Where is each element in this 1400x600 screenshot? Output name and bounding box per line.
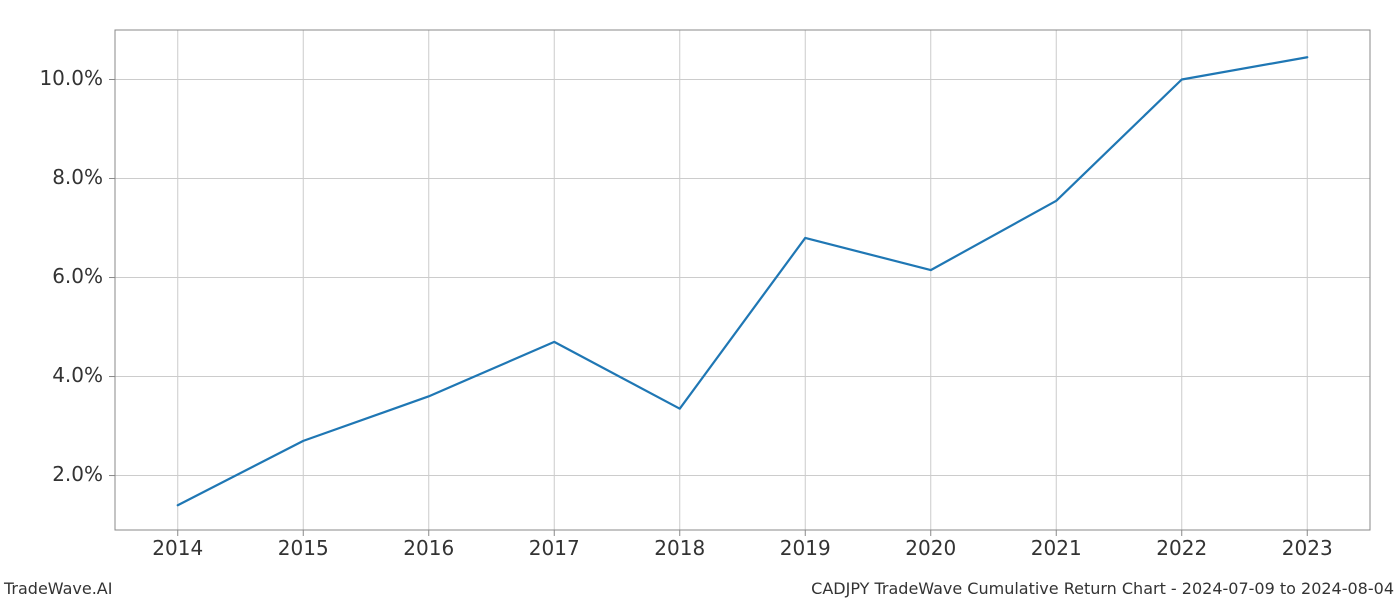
x-tick-label: 2020: [905, 536, 956, 560]
x-tick-label: 2014: [152, 536, 203, 560]
x-tick-label: 2023: [1282, 536, 1333, 560]
x-tick-label: 2021: [1031, 536, 1082, 560]
line-chart: 2014 2015 2016 2017 2018 2019 2020 2021 2022 2023…: [0, 0, 1400, 600]
x-tick-label: 2018: [654, 536, 705, 560]
footer-right-label: CADJPY TradeWave Cumulative Return Chart…: [811, 579, 1394, 598]
x-tick-label: 2015: [278, 536, 329, 560]
x-tick-label: 2019: [780, 536, 831, 560]
x-tick-label: 2022: [1156, 536, 1207, 560]
chart-container: 2014 2015 2016 2017 2018 2019 2020 2021 2022 2023…: [0, 0, 1400, 600]
y-tick-label: 4.0%: [52, 363, 103, 387]
y-tick-label: 10.0%: [39, 66, 103, 90]
x-tick-label: 2017: [529, 536, 580, 560]
x-tick-label: 2016: [403, 536, 454, 560]
y-tick-label: 2.0%: [52, 462, 103, 486]
y-tick-label: 6.0%: [52, 264, 103, 288]
footer-left-label: TradeWave.AI: [3, 579, 112, 598]
y-tick-label: 8.0%: [52, 165, 103, 189]
